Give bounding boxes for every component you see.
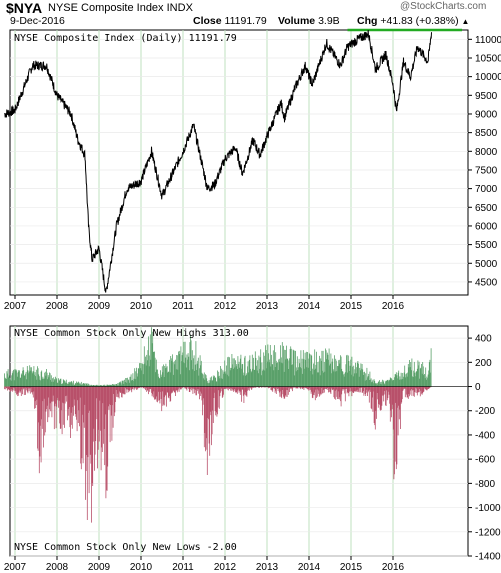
- price-series-line: [4, 29, 432, 293]
- price-x-tick-label-2008: 2008: [46, 301, 69, 312]
- highs-lows-x-tick-label-2009: 2009: [88, 562, 111, 573]
- price-y-tick-label: 11000: [475, 35, 501, 46]
- change-value: +41.83 (+0.38%): [380, 15, 459, 27]
- highs-lows-y-tick-label: -200: [475, 406, 495, 417]
- new-lows-bars: [4, 386, 432, 523]
- highs-lows-y-tick-label: -1000: [475, 503, 501, 514]
- highs-lows-x-tick-label-2008: 2008: [46, 562, 69, 573]
- price-y-tick-label: 4500: [475, 277, 498, 288]
- highs-lows-x-tick-label-2007: 2007: [4, 562, 27, 573]
- price-x-tick-label-2012: 2012: [214, 301, 237, 312]
- ticker-symbol: $NYA: [6, 0, 43, 16]
- new-highs-title: NYSE Common Stock Only New Highs 313.00: [14, 328, 249, 339]
- close-value: 11191.79: [224, 15, 267, 27]
- price-x-tick-label-2011: 2011: [172, 301, 194, 312]
- index-name: NYSE Composite Index INDX: [48, 2, 193, 14]
- close-quote: Close 11191.79: [193, 15, 267, 27]
- price-panel-title: NYSE Composite Index (Daily) 11191.79: [14, 33, 237, 44]
- highs-lows-y-tick-label: 0: [475, 382, 481, 393]
- highs-lows-y-tick-label: -400: [475, 430, 495, 441]
- price-y-tick-label: 6000: [475, 221, 498, 232]
- volume-quote: Volume 3.9B: [278, 15, 340, 27]
- price-y-tick-label: 7000: [475, 184, 498, 195]
- price-x-tick-label-2007: 2007: [4, 301, 27, 312]
- highs-lows-y-tick-label: -1200: [475, 527, 501, 538]
- highs-lows-y-tick-label: 200: [475, 358, 492, 369]
- price-x-tick-label-2015: 2015: [340, 301, 363, 312]
- price-y-ticks: 4500 5000 5500 6000 6500 7000 7500 8000 8500 9000…: [468, 35, 501, 288]
- change-quote: Chg +41.83 (+0.38%) ▲: [357, 15, 469, 27]
- highs-lows-y-tick-label: -600: [475, 455, 495, 466]
- price-y-tick-label: 10500: [475, 53, 501, 64]
- price-y-tick-label: 8000: [475, 147, 498, 158]
- price-x-tick-label-2010: 2010: [130, 301, 153, 312]
- stockcharts-watermark: @StockCharts.com: [400, 1, 487, 12]
- highs-lows-panel-frame: [9, 325, 469, 557]
- price-y-tick-label: 8500: [475, 128, 498, 139]
- highs-lows-y-tick-label: 400: [475, 334, 492, 345]
- index-name-text: NYSE Composite Index: [48, 2, 164, 14]
- new-lows-title: NYSE Common Stock Only New Lows -2.00: [14, 542, 237, 553]
- price-y-tick-label: 10000: [475, 72, 501, 83]
- price-panel: 4500 5000 5500 6000 6500 7000 7500 8000 8500 9000…: [4, 28, 501, 296]
- price-y-tick-label: 7500: [475, 165, 498, 176]
- quote-date: 9-Dec-2016: [10, 15, 65, 27]
- highs-lows-x-tick-label-2011: 2011: [172, 562, 194, 573]
- price-y-tick-label: 5000: [475, 259, 498, 270]
- highs-lows-y-tick-label: -800: [475, 479, 495, 490]
- price-x-ticks: 2007 2008 2009 2010 2011 2012 2013 2014 2015 2016: [4, 295, 405, 312]
- price-x-tick-label-2014: 2014: [298, 301, 321, 312]
- highs-lows-y-ticks: 400 200 0 -200 -400 -600 -800 -1000 -1200 -1400: [468, 334, 501, 563]
- price-y-tick-label: 6500: [475, 203, 498, 214]
- chart-header: $NYA NYSE Composite Index INDX 9-Dec-201…: [0, 0, 501, 30]
- highs-lows-x-ticks: 2007 2008 2009 2010 2011 2012 2013 2014 2015 2016: [4, 556, 405, 573]
- up-arrow-icon: ▲: [461, 17, 470, 26]
- volume-label: Volume: [278, 15, 316, 27]
- index-type: INDX: [166, 2, 193, 14]
- highs-lows-x-tick-label-2010: 2010: [130, 562, 153, 573]
- price-x-tick-label-2009: 2009: [88, 301, 111, 312]
- highs-lows-x-tick-label-2012: 2012: [214, 562, 237, 573]
- highs-lows-x-tick-label-2016: 2016: [382, 562, 405, 573]
- price-x-tick-label-2013: 2013: [256, 301, 279, 312]
- price-y-tick-label: 9500: [475, 91, 498, 102]
- change-label: Chg: [357, 15, 378, 27]
- volume-value: 3.9B: [318, 15, 340, 27]
- highs-lows-x-tick-label-2014: 2014: [298, 562, 321, 573]
- highs-lows-x-tick-label-2015: 2015: [340, 562, 363, 573]
- highs-lows-x-tick-label-2013: 2013: [256, 562, 279, 573]
- price-y-tick-label: 5500: [475, 240, 498, 251]
- highs-lows-y-tick-label: -1400: [475, 552, 501, 563]
- price-x-tick-label-2016: 2016: [382, 301, 405, 312]
- new-highs-lows-panel: 400 200 0 -200 -400 -600 -800 -1000 -1200 -1400 N…: [4, 325, 501, 563]
- price-y-tick-label: 9000: [475, 109, 498, 120]
- close-label: Close: [193, 15, 222, 27]
